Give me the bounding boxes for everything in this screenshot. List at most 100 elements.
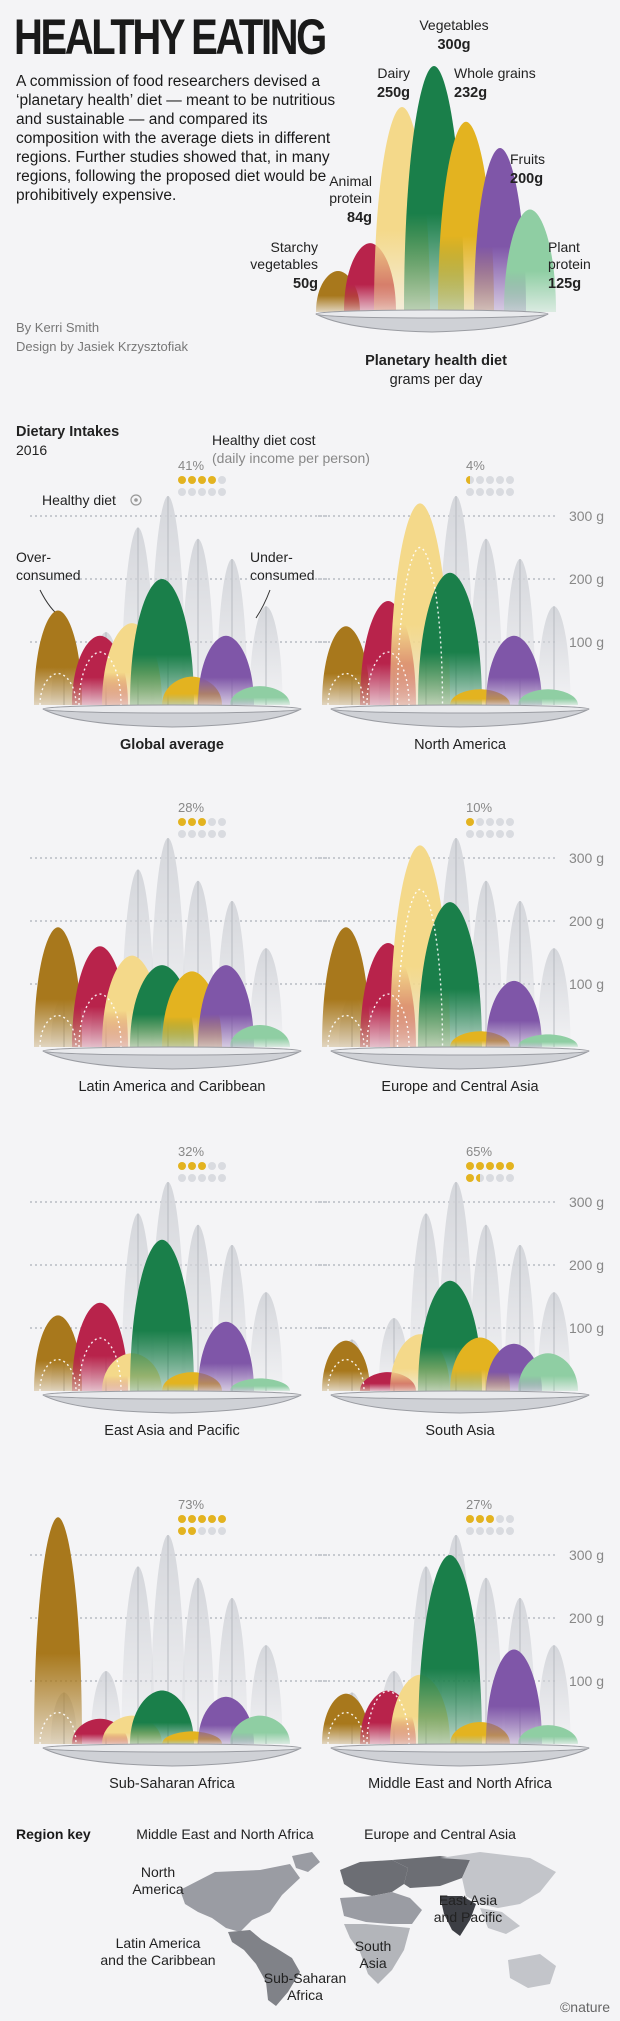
map-ssa xyxy=(344,1924,410,1984)
cost-percent: 28% xyxy=(178,800,204,815)
map-greenland xyxy=(292,1852,320,1872)
planetary-mountain-plant-protein xyxy=(504,209,556,312)
panel-sub-saharan-africa: 73% Sub-Saharan Africa xyxy=(30,1497,330,1792)
cost-dot xyxy=(208,1162,216,1170)
cost-dot xyxy=(178,1162,186,1170)
planetary-value: 232g xyxy=(454,85,487,101)
cost-dot xyxy=(486,1527,494,1535)
underconsumed-arrow xyxy=(255,589,271,619)
map-north-america xyxy=(180,1864,300,1932)
y-tick-label: 200 g xyxy=(569,913,604,929)
world-map xyxy=(180,1852,556,2006)
mountain-vegetables xyxy=(130,1690,194,1744)
cost-dot xyxy=(506,1162,514,1170)
planetary-label: protein xyxy=(329,190,372,206)
y-tick-label: 200 g xyxy=(569,571,604,587)
planetary-arc xyxy=(78,993,122,1048)
intro-text: A commission of food researchers devised… xyxy=(16,73,336,204)
mountain-plant-protein xyxy=(230,1378,290,1391)
mountain-starchy xyxy=(34,1315,82,1391)
plate-rim xyxy=(330,704,590,714)
cost-dot xyxy=(198,1174,206,1182)
plate xyxy=(330,1747,590,1767)
cost-dot xyxy=(466,1174,474,1182)
cost-dot xyxy=(198,1527,206,1535)
healthy-diet-marker-dot xyxy=(134,498,138,502)
mountain-vegetables xyxy=(418,1555,482,1744)
underconsumed-label: Under- xyxy=(250,549,293,565)
planetary-arc xyxy=(327,1711,365,1745)
cost-dot xyxy=(496,488,504,496)
cost-dot xyxy=(198,1515,206,1523)
continents xyxy=(180,1852,556,2006)
cost-dot xyxy=(198,818,206,826)
y-tick-label: 200 g xyxy=(569,1610,604,1626)
underconsumed-label: consumed xyxy=(250,567,315,583)
cost-dot xyxy=(188,1174,196,1182)
cost-dot-half xyxy=(466,476,470,484)
mountain-fruits xyxy=(198,635,254,705)
planetary-value: 84g xyxy=(347,210,372,226)
mountain-plant-protein xyxy=(518,689,578,705)
y-tick-label: 300 g xyxy=(569,508,604,524)
map-label-eap: East Asia and Pacific xyxy=(433,1892,503,1925)
cost-dot xyxy=(506,1515,514,1523)
map-mena xyxy=(340,1892,422,1924)
cost-dot xyxy=(476,1527,484,1535)
cost-dot xyxy=(218,488,226,496)
planetary-arc xyxy=(39,1014,77,1048)
cost-dot xyxy=(178,818,186,826)
cost-dot xyxy=(496,830,504,838)
cost-dot xyxy=(496,1162,504,1170)
planetary-arc xyxy=(396,546,444,706)
mountain-starchy xyxy=(34,610,82,705)
planetary-arc xyxy=(396,888,444,1048)
region-key-title: Region key xyxy=(16,1826,91,1842)
map-label-lac: Latin America and the Caribbean xyxy=(100,1935,216,1968)
cost-dot xyxy=(208,1515,216,1523)
map-east-asia xyxy=(440,1852,556,1908)
cost-dot xyxy=(476,830,484,838)
planetary-value: 250g xyxy=(377,85,410,101)
map-se-asia xyxy=(480,1908,520,1934)
cost-dot xyxy=(218,818,226,826)
cost-dot xyxy=(506,488,514,496)
mountain-starchy xyxy=(34,927,82,1047)
planetary-arc xyxy=(78,1337,122,1392)
healthy-diet-label: Healthy diet xyxy=(42,492,116,508)
cost-percent: 4% xyxy=(466,458,485,473)
cost-dot xyxy=(198,476,206,484)
planetary-value: 125g xyxy=(548,276,581,292)
planetary-arc xyxy=(327,672,365,706)
cost-percent: 10% xyxy=(466,800,492,815)
cost-dot xyxy=(506,1174,514,1182)
mountain-vegetables xyxy=(418,572,482,705)
cost-dot xyxy=(486,1162,494,1170)
mountain-fruits xyxy=(486,1649,542,1744)
mountain-starchy xyxy=(34,1517,82,1744)
mountain-plant-protein xyxy=(230,1024,290,1047)
mountain-starchy xyxy=(322,927,370,1047)
panel-global-average: 41% Global average xyxy=(30,458,330,753)
cost-dot xyxy=(188,830,196,838)
cost-dot xyxy=(198,488,206,496)
panel-east-asia-and-pacific: 32% East Asia and Pacific xyxy=(30,1144,330,1439)
plate-rim xyxy=(42,704,302,714)
plate-rim xyxy=(330,1743,590,1753)
cost-dot xyxy=(198,1162,206,1170)
mountain-fruits xyxy=(198,1321,254,1391)
mountain-plant-protein xyxy=(230,686,290,705)
cost-dot xyxy=(466,1162,474,1170)
planetary-arc xyxy=(39,672,77,706)
cost-dot xyxy=(466,1527,474,1535)
planetary-arc xyxy=(366,993,410,1048)
planetary-arc xyxy=(327,1014,365,1048)
cost-dot xyxy=(188,476,196,484)
cost-dot xyxy=(188,488,196,496)
cost-dot xyxy=(486,1515,494,1523)
cost-dot xyxy=(496,1527,504,1535)
map-label-eca: Europe and Central Asia xyxy=(364,1826,516,1842)
cost-dot xyxy=(486,818,494,826)
plate xyxy=(42,1050,302,1070)
planetary-label: Fruits xyxy=(510,151,545,167)
